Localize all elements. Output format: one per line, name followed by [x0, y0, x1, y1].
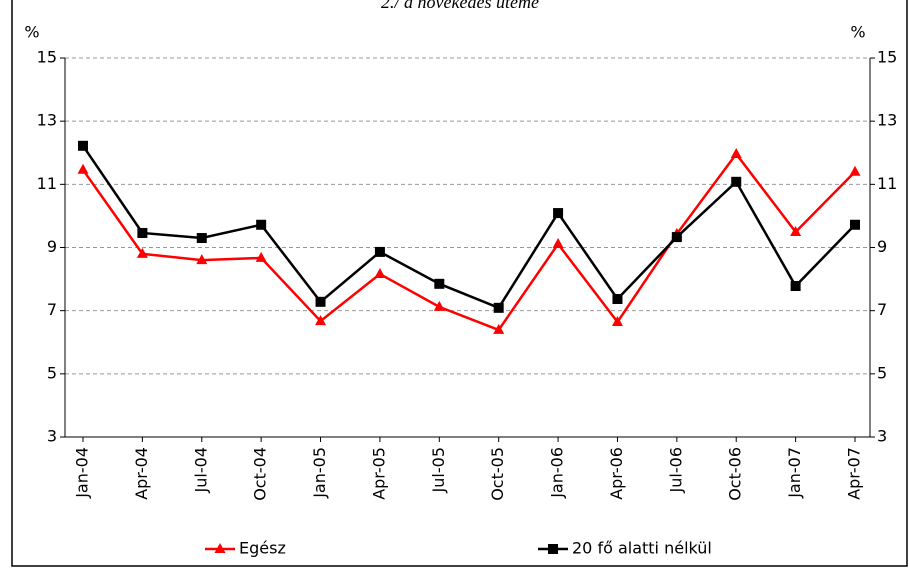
- series-line: [81, 145, 856, 310]
- data-point: [611, 316, 623, 327]
- x-tick-label: Apr-04: [132, 447, 151, 500]
- y-tick-label: 9: [47, 237, 57, 256]
- x-tick-label: Oct-06: [726, 447, 745, 501]
- legend-marker: [548, 544, 558, 554]
- y-tick-label: 11: [37, 174, 57, 193]
- x-tick-label: Jul-04: [191, 447, 210, 493]
- x-tick-label: Jul-06: [666, 447, 685, 493]
- x-tick-label: Apr-07: [845, 447, 864, 500]
- data-point: [315, 296, 326, 307]
- data-point: [255, 251, 267, 262]
- y-tick-label: 13: [37, 111, 57, 130]
- y-tick-label: 3: [47, 427, 57, 446]
- data-point: [790, 226, 802, 237]
- data-point: [196, 233, 207, 244]
- data-point: [730, 148, 742, 159]
- x-tick-label: Jan-04: [73, 447, 92, 499]
- data-point: [612, 293, 623, 304]
- data-point: [374, 268, 386, 279]
- chart-title: 2./ a növekedés üteme: [381, 0, 539, 12]
- data-point: [256, 219, 267, 230]
- y-tick-label: 5: [47, 363, 57, 382]
- y2-tick-label: 3: [877, 427, 887, 446]
- legend-marker: [214, 543, 226, 553]
- x-tick-label: Jan-06: [548, 447, 567, 499]
- data-point: [77, 163, 89, 174]
- series-line: [81, 151, 856, 332]
- data-point: [671, 232, 682, 243]
- data-point: [78, 140, 88, 151]
- data-point: [493, 302, 504, 313]
- x-tick-label: Jan-05: [310, 447, 329, 499]
- x-tick-label: Jan-07: [785, 447, 804, 499]
- data-point: [315, 315, 327, 326]
- y-axis-label: %: [24, 23, 39, 42]
- y2-tick-label: 9: [877, 237, 887, 256]
- legend-label: Egész: [239, 539, 286, 558]
- x-tick-label: Apr-05: [369, 447, 388, 500]
- x-tick-label: Oct-04: [251, 447, 270, 501]
- y2-tick-label: 11: [877, 174, 897, 193]
- x-tick-label: Oct-05: [488, 447, 507, 501]
- data-point: [136, 247, 148, 258]
- y-tick-label: 15: [37, 48, 57, 67]
- data-point: [553, 208, 564, 219]
- data-point: [731, 176, 742, 187]
- y2-axis-label: %: [850, 23, 865, 42]
- x-tick-label: Apr-06: [607, 447, 626, 500]
- data-point: [137, 227, 148, 238]
- y2-tick-label: 15: [877, 48, 897, 67]
- y2-tick-label: 7: [877, 300, 887, 319]
- data-point: [850, 219, 860, 230]
- x-tick-label: Jul-05: [429, 447, 448, 493]
- data-point: [493, 323, 505, 334]
- data-point: [434, 278, 445, 289]
- data-point: [433, 300, 445, 311]
- y2-tick-label: 13: [877, 111, 897, 130]
- data-point: [196, 254, 208, 265]
- data-point: [849, 165, 861, 176]
- y2-tick-label: 5: [877, 363, 887, 382]
- chart-border: [11, 0, 908, 567]
- y-tick-label: 7: [47, 300, 57, 319]
- data-point: [552, 238, 564, 249]
- legend-label: 20 fő alatti nélkül: [572, 539, 712, 558]
- data-point: [374, 246, 385, 257]
- data-point: [790, 281, 801, 292]
